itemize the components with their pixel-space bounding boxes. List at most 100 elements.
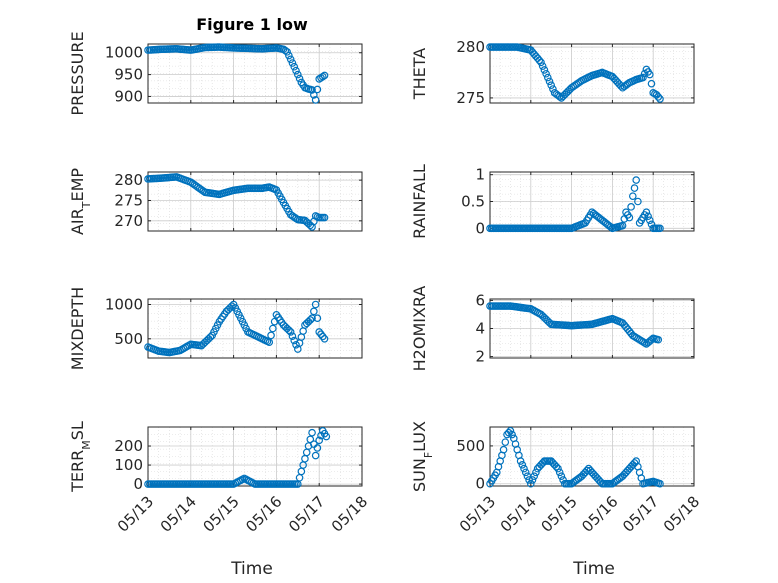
data-point xyxy=(269,324,277,333)
y-axis-label: H2OMIXRA xyxy=(410,286,429,372)
data-point xyxy=(528,476,537,484)
data-point xyxy=(293,70,302,79)
data-point xyxy=(656,95,664,103)
data-point xyxy=(206,333,215,341)
data-point xyxy=(508,430,516,439)
y-axis-label-subscript: T xyxy=(80,201,93,209)
data-point xyxy=(310,91,318,99)
data-point xyxy=(647,79,656,88)
y-axis-label-part: TERR xyxy=(68,450,87,493)
x-tick-label: 05/17 xyxy=(619,492,662,535)
y-axis-label-part: EMP xyxy=(68,168,87,202)
data-point xyxy=(306,316,315,324)
y-axis-label: AIRTEMP xyxy=(68,168,93,235)
y-tick-label: 280 xyxy=(456,38,485,56)
data-point xyxy=(501,438,510,446)
x-tick-label: 05/14 xyxy=(497,492,540,535)
data-point xyxy=(313,444,322,452)
data-point xyxy=(552,462,561,471)
data-point xyxy=(555,468,564,477)
y-axis-label: TERRMSL xyxy=(68,421,93,493)
axes-box xyxy=(489,426,695,487)
data-point xyxy=(516,457,525,465)
y-tick-label: 275 xyxy=(114,191,143,209)
data-point xyxy=(532,468,540,477)
data-point xyxy=(628,192,637,200)
x-tick-label: 05/18 xyxy=(328,492,371,535)
data-point xyxy=(308,428,316,437)
data-point xyxy=(315,436,324,445)
data-point xyxy=(311,96,320,104)
x-tick-label: 05/15 xyxy=(537,492,580,535)
data-point xyxy=(286,328,295,336)
data-point xyxy=(627,203,635,211)
axes-box xyxy=(147,43,363,104)
data-point xyxy=(530,472,539,480)
data-point xyxy=(583,466,591,475)
subplot-h2omixra: 2 4 6 H2OMIXRA xyxy=(410,286,695,372)
subplot-mixdepth: 500 1000 MIXDEPTH xyxy=(68,287,363,370)
axes-box xyxy=(147,171,363,232)
data-point xyxy=(265,338,274,347)
x-tick-label: 05/17 xyxy=(285,492,328,535)
data-point xyxy=(311,451,320,460)
data-point xyxy=(535,56,544,65)
data-point xyxy=(506,426,515,435)
y-tick-label: 0 xyxy=(133,475,143,493)
y-axis-label-part: AIR xyxy=(68,208,87,235)
y-tick-label: 500 xyxy=(456,437,485,455)
y-tick-label: 0.5 xyxy=(461,193,485,211)
data-point xyxy=(281,46,290,55)
figure-title: Figure 1 low xyxy=(196,15,308,34)
data-point xyxy=(518,461,527,469)
data-point xyxy=(290,62,299,71)
data-point xyxy=(542,69,550,78)
data-point xyxy=(557,472,566,480)
data-point xyxy=(228,302,236,311)
y-axis-label: MIXDEPTH xyxy=(68,287,87,370)
data-point xyxy=(630,184,639,192)
y-tick-label: 200 xyxy=(114,437,143,455)
data-point xyxy=(292,340,300,349)
y-axis-label-subscript: M xyxy=(80,440,93,450)
subplot-air-temp: 270 275 280 AIRTEMP xyxy=(68,168,363,235)
y-tick-label: 270 xyxy=(114,212,143,230)
data-point xyxy=(286,55,295,64)
data-point xyxy=(545,77,554,86)
data-point xyxy=(313,314,322,323)
data-point xyxy=(540,66,549,74)
y-tick-label: 100 xyxy=(114,456,143,474)
data-point xyxy=(499,445,508,454)
subplot-rainfall: 0 0.5 1 RAINFALL xyxy=(410,164,695,239)
y-axis-label-part: SUN xyxy=(410,458,429,492)
data-point xyxy=(285,51,293,60)
data-point xyxy=(538,62,547,70)
y-tick-label: 4 xyxy=(475,320,485,338)
data-point xyxy=(645,216,654,225)
y-tick-label: 500 xyxy=(114,330,143,348)
data-point xyxy=(634,197,642,206)
data-point xyxy=(288,59,297,67)
subplot-theta: 275 280 THETA xyxy=(410,38,695,107)
y-tick-label: 1 xyxy=(475,166,485,184)
data-point xyxy=(318,72,327,81)
x-tick-label: 05/16 xyxy=(578,492,621,535)
data-point xyxy=(642,208,651,217)
data-point xyxy=(656,224,664,233)
x-tick-label: 05/16 xyxy=(242,492,285,535)
y-axis-label: RAINFALL xyxy=(410,164,429,239)
data-point xyxy=(308,314,316,323)
y-tick-label: 1000 xyxy=(105,295,143,313)
data-point xyxy=(292,66,300,75)
axes-box xyxy=(147,298,363,359)
data-point xyxy=(311,300,320,309)
y-tick-label: 0 xyxy=(475,219,485,237)
y-tick-label: 0 xyxy=(475,475,485,493)
x-axis-label-left: Time xyxy=(230,559,273,579)
data-point xyxy=(285,326,293,335)
